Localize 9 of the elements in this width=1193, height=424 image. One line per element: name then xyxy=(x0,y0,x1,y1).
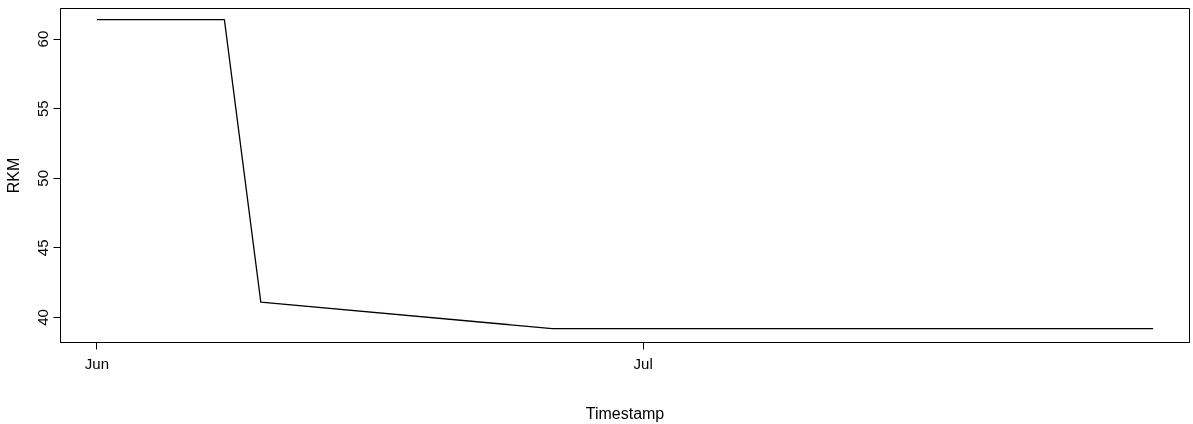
y-tick-label: 45 xyxy=(34,239,52,257)
y-axis-title: RKM xyxy=(4,157,22,194)
x-tick-label: Jun xyxy=(84,354,110,372)
y-tick-label: 60 xyxy=(34,30,52,48)
y-tick-label: 40 xyxy=(34,309,52,326)
y-tick-label: 50 xyxy=(34,169,52,187)
x-tick-label: Jul xyxy=(633,354,653,372)
x-axis-title: Timestamp xyxy=(585,404,665,422)
y-tick-label: 55 xyxy=(34,100,52,118)
